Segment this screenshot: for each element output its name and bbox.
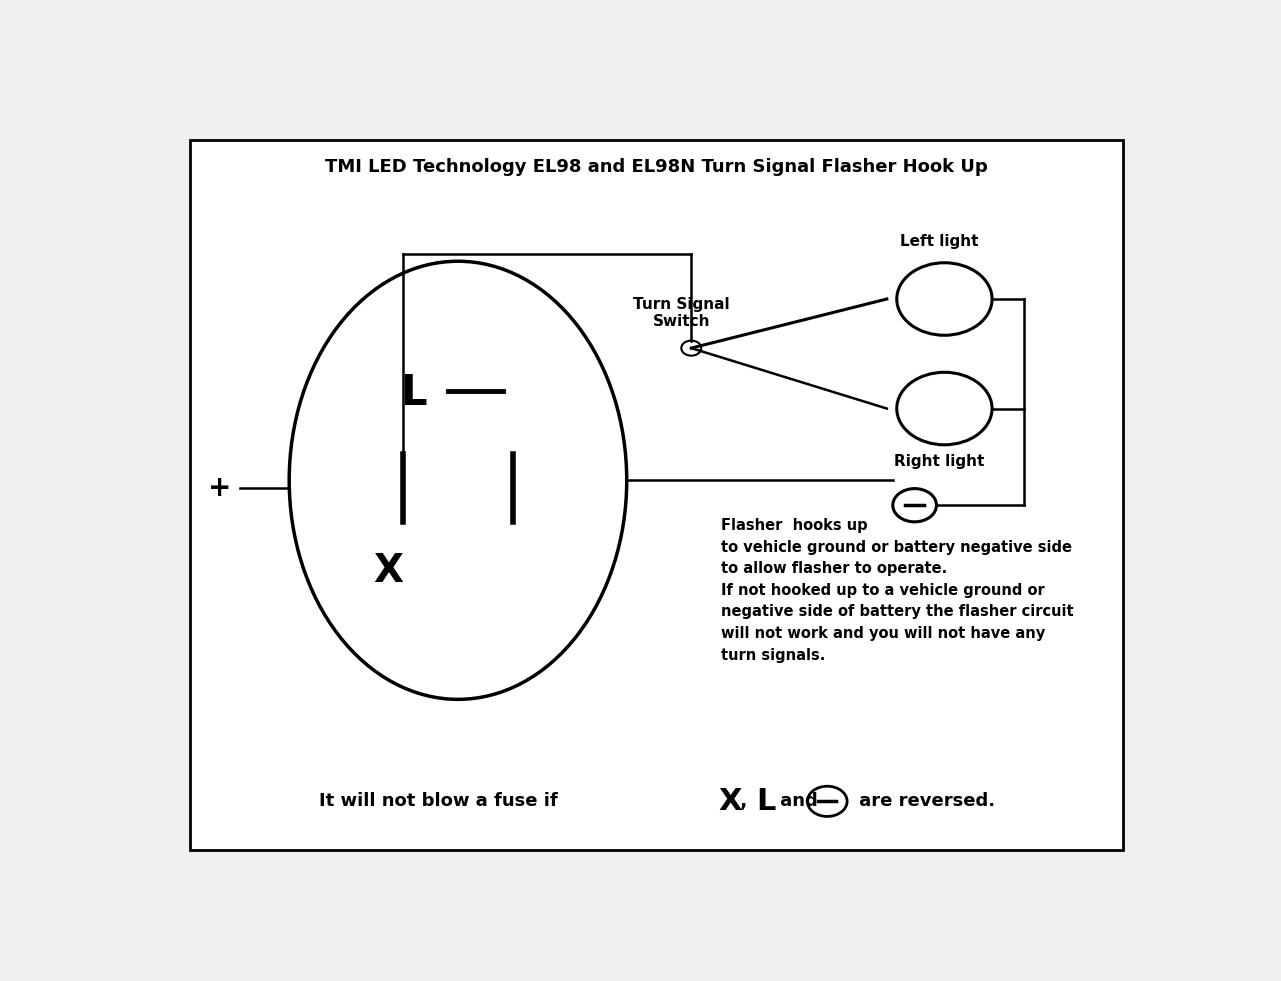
Circle shape	[807, 786, 847, 816]
Text: +: +	[208, 474, 232, 502]
Text: X: X	[374, 552, 404, 590]
FancyBboxPatch shape	[190, 140, 1123, 851]
Text: Right light: Right light	[894, 454, 985, 469]
Text: X: X	[719, 787, 742, 816]
Circle shape	[897, 263, 991, 336]
Text: TMI LED Technology EL98 and EL98N Turn Signal Flasher Hook Up: TMI LED Technology EL98 and EL98N Turn S…	[325, 158, 988, 176]
Text: L: L	[400, 373, 427, 414]
Circle shape	[893, 489, 936, 522]
Text: and: and	[774, 793, 824, 810]
Circle shape	[897, 372, 991, 444]
Ellipse shape	[290, 261, 626, 699]
Text: L: L	[756, 787, 775, 816]
Text: Flasher  hooks up
to vehicle ground or battery negative side
to allow flasher to: Flasher hooks up to vehicle ground or ba…	[721, 518, 1073, 663]
Circle shape	[681, 340, 701, 356]
Text: ,: ,	[740, 792, 747, 811]
Text: Turn Signal
Switch: Turn Signal Switch	[633, 297, 730, 330]
Text: are reversed.: are reversed.	[853, 793, 995, 810]
Text: It will not blow a fuse if: It will not blow a fuse if	[319, 793, 564, 810]
Text: Left light: Left light	[901, 234, 979, 249]
